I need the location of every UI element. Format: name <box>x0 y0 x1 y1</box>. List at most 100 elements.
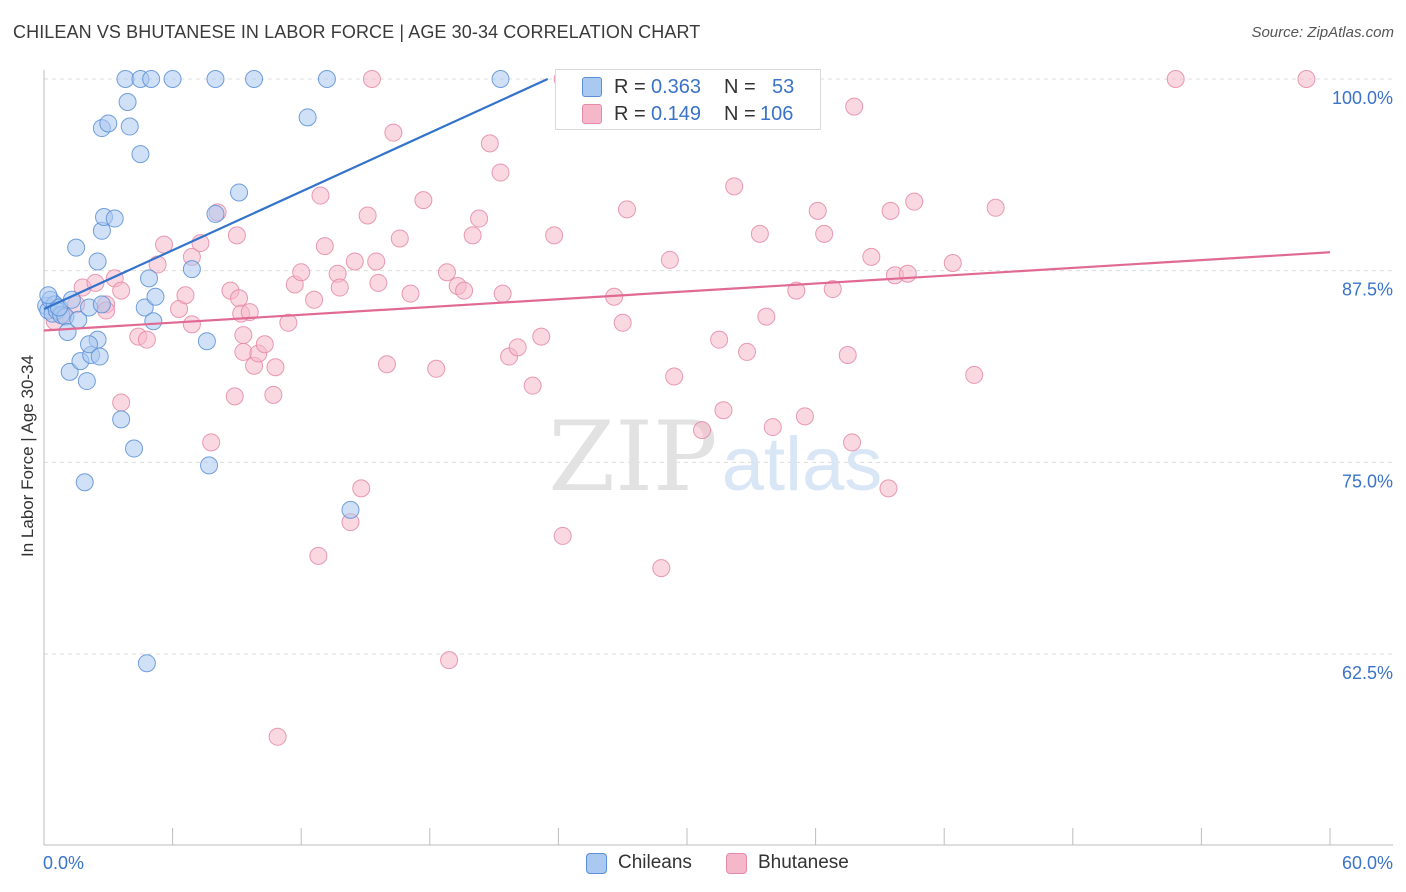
bhutanese-point <box>463 226 482 245</box>
chilean-point <box>317 70 336 88</box>
bhutanese-point <box>182 315 201 334</box>
chilean-point <box>60 362 79 381</box>
watermark: ZIP atlas <box>548 401 882 513</box>
bhutanese-point <box>823 280 842 299</box>
bhutanese-point <box>710 330 729 349</box>
bhutanese-point <box>815 224 834 243</box>
chilean-point <box>298 108 317 127</box>
chilean-point <box>182 260 201 279</box>
y-tick-label: 87.5% <box>1342 280 1393 300</box>
bhutanese-point <box>255 335 274 354</box>
chilean-point <box>144 312 163 331</box>
bhutanese-point <box>234 342 253 361</box>
bhutanese-point <box>480 134 499 153</box>
bhutanese-point <box>176 286 195 305</box>
chilean-point <box>140 269 159 288</box>
chilean-point <box>75 473 94 492</box>
bottom-legend-label-chileans: Chileans <box>618 852 692 873</box>
chilean-point <box>125 439 144 458</box>
bhutanese-point <box>305 290 324 309</box>
bhutanese-point <box>437 263 456 282</box>
bhutanese-point <box>352 479 371 498</box>
bhutanese-point <box>714 401 733 420</box>
bhutanese-point <box>862 247 881 266</box>
trend-lines <box>43 77 1331 332</box>
bhutanese-point <box>905 192 924 211</box>
chilean-point <box>118 93 137 111</box>
chart-source: Source: ZipAtlas.com <box>1251 24 1394 41</box>
bhutanese-point <box>377 355 396 374</box>
bhutanese-point <box>838 346 857 364</box>
bhutanese-point <box>234 326 253 345</box>
chilean-point <box>99 114 118 133</box>
y-tick-label: 62.5% <box>1342 663 1393 683</box>
chileans-points <box>37 70 510 673</box>
bhutanese-point <box>315 237 334 256</box>
bhutanese-point <box>532 327 551 346</box>
bhutanese-point <box>787 281 806 300</box>
bhutanese-point <box>227 226 246 245</box>
chilean-point <box>131 145 150 164</box>
bhutanese-point <box>268 727 287 746</box>
bhutanese-point <box>455 281 474 300</box>
bhutanese-point <box>362 70 381 88</box>
bhutanese-point <box>757 307 776 326</box>
chilean-point <box>491 70 510 88</box>
chilean-point <box>135 298 154 317</box>
bhutanese-point <box>230 289 249 308</box>
bhutanese-point <box>965 365 984 384</box>
tick-labels: 100.0% 87.5% 75.0% 62.5% 0.0% 60.0% <box>43 88 1393 873</box>
chilean-point <box>142 70 161 88</box>
y-axis-label: In Labor Force | Age 30-34 <box>18 355 37 557</box>
legend-swatch-chileans <box>582 77 602 97</box>
legend-n-value: 53 <box>772 76 795 98</box>
bhutanese-point <box>660 250 679 269</box>
bhutanese-point <box>491 163 510 182</box>
bhutanese-point <box>493 284 512 303</box>
chilean-point <box>90 347 109 366</box>
bhutanese-point <box>617 200 636 219</box>
chilean-point <box>206 204 225 223</box>
bhutanese-point <box>795 407 814 426</box>
bhutanese-point <box>613 313 632 332</box>
watermark-atlas: atlas <box>722 422 883 507</box>
bhutanese-point <box>384 123 403 142</box>
bhutanese-point <box>225 387 244 406</box>
chilean-point <box>39 286 58 305</box>
chilean-point <box>116 70 135 88</box>
bhutanese-point <box>358 206 377 225</box>
chilean-point <box>77 372 96 391</box>
chart-title: CHILEAN VS BHUTANESE IN LABOR FORCE | AG… <box>13 22 701 42</box>
bhutanese-point <box>879 479 898 498</box>
chilean-point <box>137 654 156 673</box>
bhutanese-point <box>652 559 671 578</box>
bhutanese-point <box>345 252 364 271</box>
bottom-legend-swatch-chileans <box>586 853 607 874</box>
bhutanese-point <box>367 252 386 271</box>
bhutanese-point <box>266 358 285 377</box>
bhutanese-point <box>881 201 900 220</box>
bhutanese-point <box>264 385 283 404</box>
chilean-point <box>206 70 225 88</box>
bhutanese-point <box>763 418 782 437</box>
bottom-legend-label-bhutanese: Bhutanese <box>758 852 849 873</box>
bhutanese-point <box>470 209 489 228</box>
bhutanese-point <box>1166 70 1185 88</box>
legend-r-value: 0.149 <box>651 103 702 125</box>
bhutanese-point <box>1297 70 1316 88</box>
chilean-point <box>120 117 139 136</box>
chilean-point <box>163 70 182 88</box>
bhutanese-point <box>311 186 330 205</box>
y-tick-label: 75.0% <box>1342 471 1393 491</box>
bhutanese-point <box>401 284 420 303</box>
bhutanese-point <box>553 526 572 545</box>
bhutanese-point <box>845 97 864 116</box>
legend-r-value: 0.363 <box>651 76 702 98</box>
chilean-point <box>112 410 131 429</box>
chileans-trend-line <box>43 77 549 311</box>
x-tick-label: 0.0% <box>43 853 84 873</box>
bottom-legend-swatch-bhutanese <box>726 853 747 874</box>
bhutanese-point <box>986 198 1005 217</box>
bhutanese-point <box>508 338 527 357</box>
legend-r-label: R = <box>614 103 646 125</box>
